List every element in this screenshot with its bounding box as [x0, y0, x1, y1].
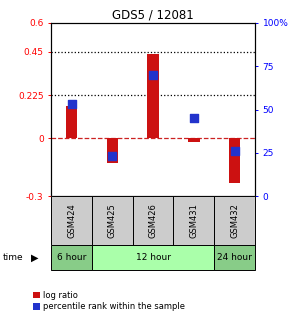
- Bar: [133, 196, 173, 245]
- Text: ▶: ▶: [31, 252, 38, 263]
- Point: [232, 148, 237, 154]
- Title: GDS5 / 12081: GDS5 / 12081: [112, 9, 194, 22]
- Text: 24 hour: 24 hour: [217, 253, 252, 262]
- Text: 6 hour: 6 hour: [57, 253, 86, 262]
- Text: GSM425: GSM425: [108, 203, 117, 238]
- Bar: [107, 138, 118, 164]
- Point: [151, 72, 155, 77]
- Point: [110, 154, 115, 159]
- Bar: [92, 196, 133, 245]
- Bar: [214, 196, 255, 245]
- Bar: [51, 196, 92, 245]
- Bar: [92, 245, 214, 270]
- Text: GSM426: GSM426: [149, 203, 158, 238]
- Bar: [214, 245, 255, 270]
- Point: [192, 115, 196, 121]
- Text: GSM424: GSM424: [67, 203, 76, 238]
- Bar: [173, 196, 214, 245]
- Point: [69, 102, 74, 107]
- Text: GSM431: GSM431: [189, 203, 198, 238]
- Bar: [51, 245, 92, 270]
- Legend: log ratio, percentile rank within the sample: log ratio, percentile rank within the sa…: [33, 291, 185, 311]
- Bar: [147, 54, 159, 138]
- Text: GSM432: GSM432: [230, 203, 239, 238]
- Bar: [229, 138, 240, 183]
- Text: 12 hour: 12 hour: [136, 253, 171, 262]
- Bar: [188, 138, 200, 142]
- Text: time: time: [3, 253, 23, 262]
- Bar: [66, 106, 77, 138]
